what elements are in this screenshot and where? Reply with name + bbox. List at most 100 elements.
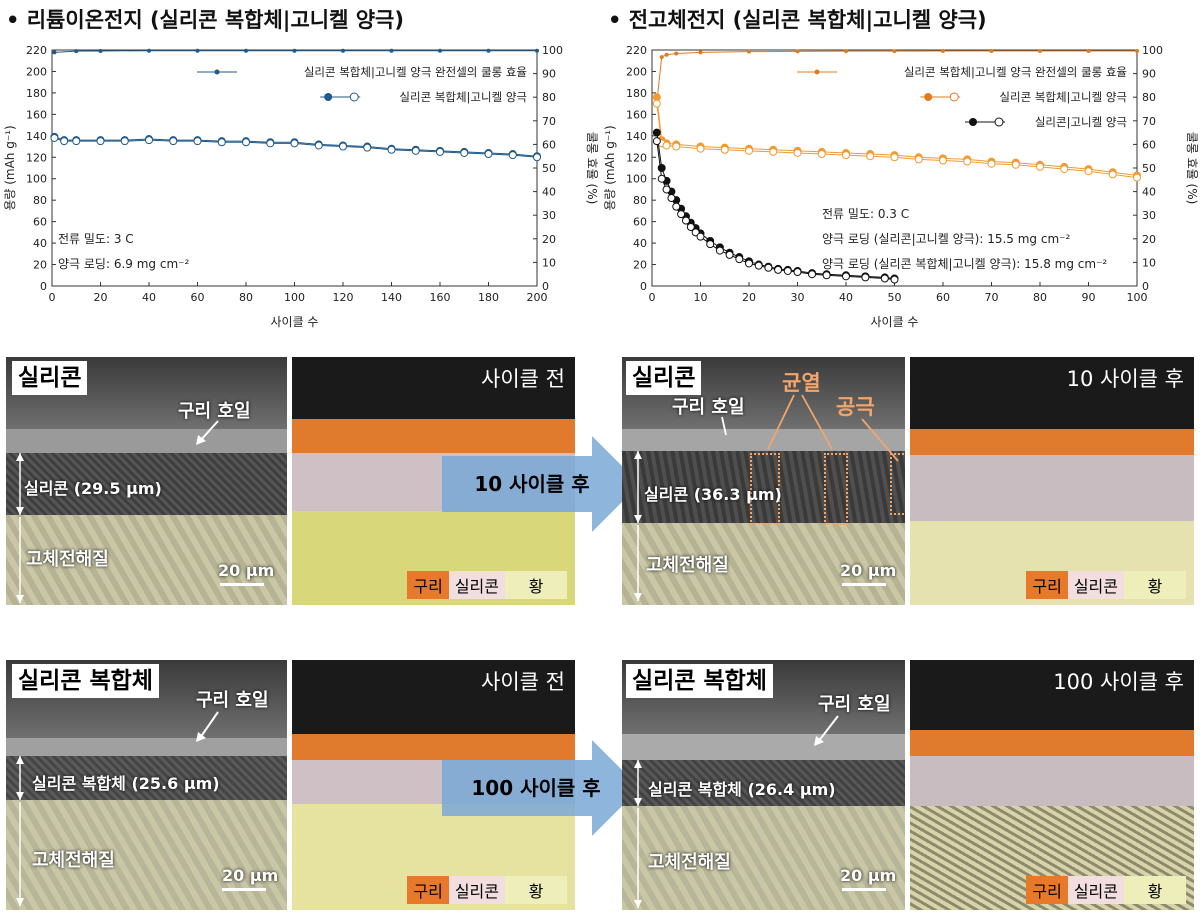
data-point: [657, 174, 666, 183]
annotation: 전류 밀도: 0.3 C: [822, 207, 909, 221]
legend-marker: [994, 117, 1004, 127]
series-line: [54, 137, 538, 158]
data-point: [769, 147, 778, 156]
scale-bar: [220, 583, 264, 586]
y2-tick-label: 90: [1142, 68, 1156, 81]
data-point: [535, 48, 539, 53]
x-tick-label: 180: [478, 291, 499, 304]
data-point: [747, 49, 751, 54]
legend-entry: 실리콘 복합체|고니켈 양극 완전셀의 쿨롱 효율: [904, 65, 1127, 79]
data-point: [652, 128, 661, 137]
y-tick-label: 200: [626, 65, 647, 78]
legend-entry: 실리콘 복합체|고니켈 양극: [999, 90, 1127, 104]
x-tick-label: 80: [1033, 291, 1047, 304]
data-point: [672, 142, 681, 151]
data-point: [890, 153, 899, 162]
data-point: [698, 50, 703, 55]
crack-label: 균열: [782, 371, 821, 395]
scale-bar: [842, 888, 886, 891]
copper-foil-label: 구리 호일: [196, 690, 269, 711]
copper-foil-label: 구리 호일: [672, 397, 745, 418]
data-point: [290, 139, 299, 148]
data-point: [1084, 167, 1093, 176]
y2-tick-label: 70: [542, 115, 556, 128]
data-point: [652, 99, 661, 108]
data-point: [939, 156, 947, 165]
y2-tick-label: 20: [1142, 233, 1156, 246]
legend-sulfur: 황: [505, 876, 567, 904]
x-tick-label: 70: [985, 291, 999, 304]
data-point: [50, 133, 59, 142]
data-point: [411, 146, 420, 155]
data-point: [866, 152, 875, 161]
data-point: [715, 246, 724, 255]
silicon-layer-label: 실리콘 (36.3 μm): [644, 485, 782, 504]
x-tick-label: 40: [142, 291, 156, 304]
data-point: [657, 164, 666, 172]
data-point: [793, 148, 802, 157]
pointer-arrow-icon: [196, 420, 219, 445]
composite-layer-label: 실리콘 복합체 (26.4 μm): [648, 780, 836, 799]
y-tick-label: 0: [640, 280, 647, 293]
data-point: [52, 50, 57, 55]
y-axis-label: 용량 (mAh g⁻¹): [3, 125, 17, 210]
y2-tick-label: 10: [542, 256, 556, 269]
y2-axis-label: 쿨롱 효율 (%): [1185, 132, 1199, 205]
data-point: [890, 275, 899, 284]
data-point: [314, 141, 323, 150]
scale-bar-label: 20 μm: [218, 561, 275, 580]
y2-tick-label: 60: [542, 138, 556, 151]
scale-bar: [222, 888, 266, 891]
data-point: [681, 216, 690, 225]
eds-title: 10 사이클 후: [1066, 367, 1184, 391]
y2-axis-label: 쿨롱 효율 (%): [585, 132, 599, 205]
x-tick-label: 20: [94, 291, 108, 304]
y2-tick-label: 10: [1142, 256, 1156, 269]
y-tick-label: 160: [26, 108, 47, 121]
legend-marker: [924, 93, 933, 101]
y-axis-label: 용량 (mAh g⁻¹): [603, 125, 617, 210]
electrolyte-label: 고체전해질: [26, 549, 109, 570]
data-point: [1038, 48, 1042, 53]
data-point: [795, 49, 800, 54]
data-point: [822, 271, 831, 280]
data-point: [1060, 165, 1069, 174]
eds-title: 사이클 전: [481, 367, 565, 391]
y2-tick-label: 100: [542, 44, 563, 57]
data-point: [793, 268, 802, 277]
data-point: [725, 250, 734, 259]
y2-tick-label: 90: [542, 68, 556, 81]
legend-copper: 구리: [407, 876, 449, 904]
data-point: [74, 49, 79, 54]
data-point: [436, 147, 444, 156]
y-tick-label: 100: [26, 173, 47, 186]
y-tick-label: 120: [26, 151, 47, 164]
annotation: 양극 로딩 (실리콘|고니켈 양극): 15.5 mg cm⁻²: [822, 232, 1070, 246]
y2-tick-label: 100: [1142, 44, 1163, 57]
y-tick-label: 80: [33, 194, 47, 207]
sem-panel-silicon-after: 실리콘 구리 호일 균열 공극 실리콘 (36.3 μm) 고체전해질 20 μ…: [622, 357, 905, 605]
electrolyte-label: 고체전해질: [32, 850, 115, 871]
y2-tick-label: 40: [1142, 186, 1156, 199]
data-point: [60, 137, 69, 146]
x-axis-label: 사이클 수: [271, 315, 319, 329]
legend-entry: 실리콘 복합체|고니켈 양극: [399, 90, 527, 104]
data-point: [844, 49, 848, 54]
electrolyte-label: 고체전해질: [648, 852, 731, 873]
annotation-arrows-icon: [721, 394, 899, 462]
eds-legend: 구리 실리콘 황: [407, 571, 567, 599]
copper-foil-label: 구리 호일: [818, 694, 891, 715]
data-point: [659, 55, 664, 60]
legend-silicon: 실리콘: [448, 876, 505, 904]
data-point: [266, 139, 275, 148]
data-point: [667, 194, 676, 203]
data-point: [339, 142, 347, 151]
legend-sulfur: 황: [1124, 876, 1186, 904]
thickness-bracket-icon: [634, 760, 642, 908]
data-point: [460, 148, 469, 157]
y2-tick-label: 60: [1142, 138, 1156, 151]
x-tick-label: 40: [839, 291, 853, 304]
y2-tick-label: 80: [542, 91, 556, 104]
data-point: [387, 145, 396, 154]
data-point: [1086, 48, 1091, 53]
